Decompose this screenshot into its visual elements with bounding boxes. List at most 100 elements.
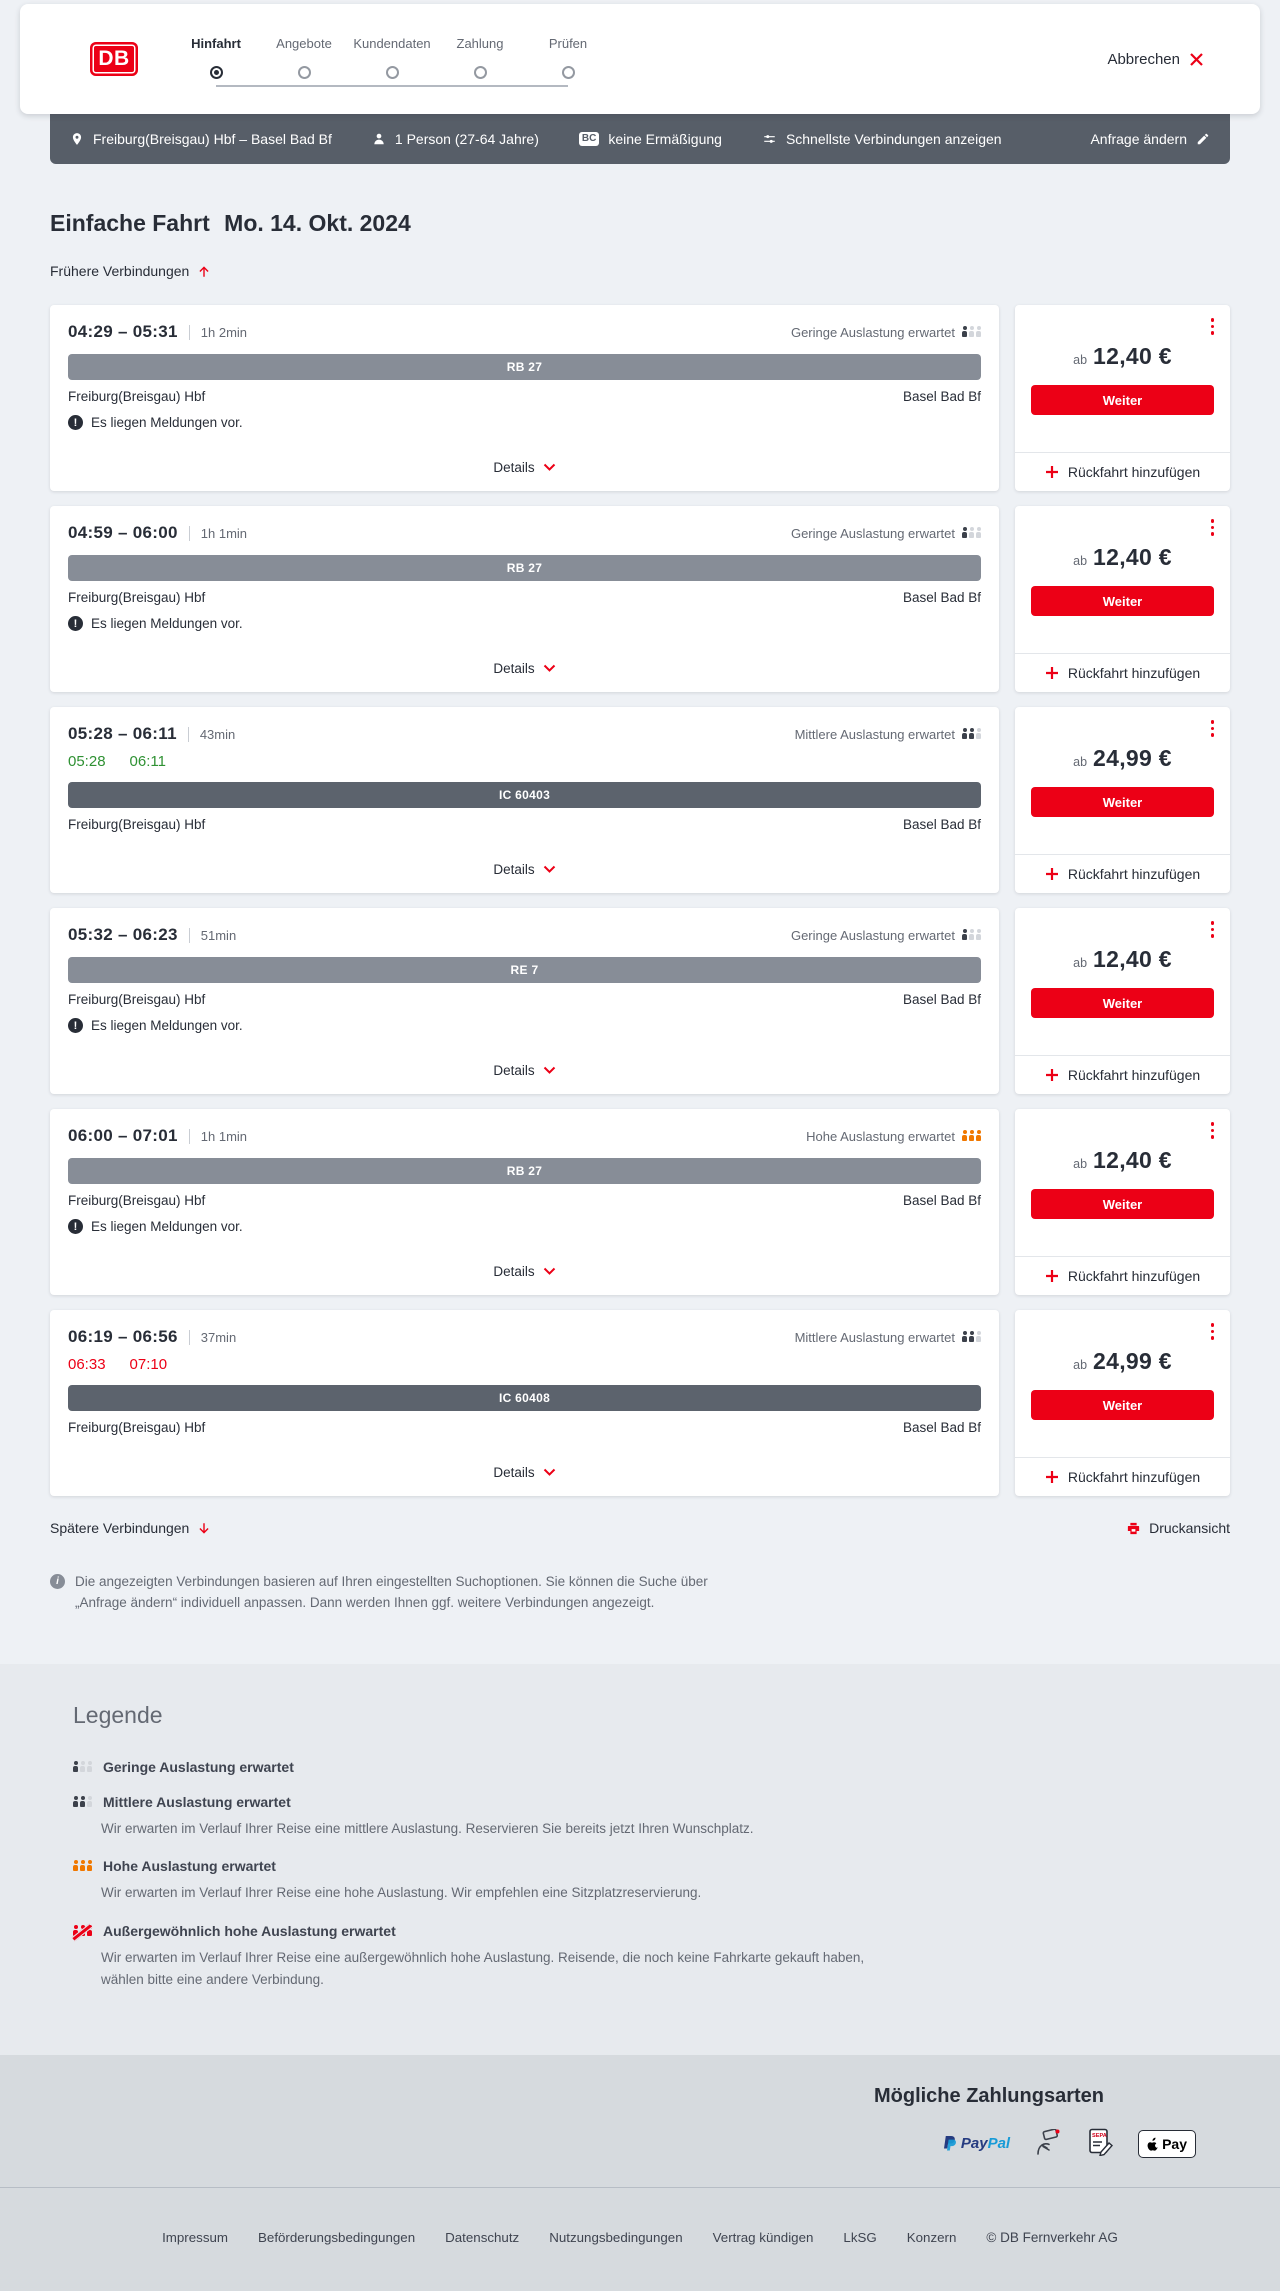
footer-link[interactable]: LkSG xyxy=(843,2230,877,2246)
legend-item-title: Hohe Auslastung erwartet xyxy=(103,1858,276,1875)
legend-item: Hohe Auslastung erwartet Wir erwarten im… xyxy=(73,1858,1230,1904)
sort-summary: Schnellste Verbindungen anzeigen xyxy=(762,131,1002,147)
chevron-down-icon xyxy=(543,664,556,673)
realtime-arrival: 06:11 xyxy=(129,753,166,770)
options-menu-button[interactable] xyxy=(1209,718,1217,739)
step-label: Prüfen xyxy=(548,36,588,51)
add-return-label: Rückfahrt hinzufügen xyxy=(1067,665,1201,681)
add-return-button[interactable]: Rückfahrt hinzufügen xyxy=(1015,854,1230,893)
footer-link[interactable]: Datenschutz xyxy=(445,2230,520,2246)
journey-row: 05:32 – 06:23 51min Geringe Auslastung e… xyxy=(50,908,1230,1094)
payment-icons: PayPal SEPA Pay xyxy=(943,2128,1196,2159)
details-button[interactable]: Details xyxy=(489,448,559,481)
earlier-connections-button[interactable]: Frühere Verbindungen xyxy=(50,263,211,279)
edit-request-button[interactable]: Anfrage ändern xyxy=(1090,131,1210,147)
options-menu-button[interactable] xyxy=(1209,919,1217,940)
occupancy: Geringe Auslastung erwartet xyxy=(791,928,981,943)
continue-button[interactable]: Weiter xyxy=(1031,988,1214,1018)
route-summary: Freiburg(Breisgau) Hbf – Basel Bad Bf xyxy=(70,131,332,147)
messages-text: Es liegen Meldungen vor. xyxy=(91,415,243,430)
print-view-button[interactable]: Druckansicht xyxy=(1126,1520,1230,1536)
journey-list: 04:29 – 05:31 1h 2min Geringe Auslastung… xyxy=(50,305,1230,1496)
progress-step[interactable]: Prüfen xyxy=(524,36,612,92)
price-value: 12,40 € xyxy=(1093,544,1172,570)
add-return-button[interactable]: Rückfahrt hinzufügen xyxy=(1015,1457,1230,1496)
price-value: 12,40 € xyxy=(1093,343,1172,369)
journey-card: 06:19 – 06:56 37min Mittlere Auslastung … xyxy=(50,1310,999,1496)
route-text: Freiburg(Breisgau) Hbf – Basel Bad Bf xyxy=(93,131,332,147)
journey-card: 04:29 – 05:31 1h 2min Geringe Auslastung… xyxy=(50,305,999,491)
progress-step[interactable]: Kundendaten xyxy=(348,36,436,92)
occupancy: Geringe Auslastung erwartet xyxy=(791,325,981,340)
details-button[interactable]: Details xyxy=(489,1051,559,1084)
progress-step[interactable]: Angebote xyxy=(260,36,348,92)
price-panel: ab 12,40 € Weiter Rückfahrt hinzufügen xyxy=(1015,908,1230,1094)
footer-link[interactable]: Konzern xyxy=(906,2230,957,2246)
journey-duration: 51min xyxy=(200,927,237,943)
sort-text: Schnellste Verbindungen anzeigen xyxy=(785,131,1002,147)
occupancy-label: Geringe Auslastung erwartet xyxy=(790,525,955,541)
price-panel: ab 24,99 € Weiter Rückfahrt hinzufügen xyxy=(1015,1310,1230,1496)
close-icon xyxy=(1189,52,1204,67)
price-prefix: ab xyxy=(1073,1358,1088,1372)
options-menu-button[interactable] xyxy=(1209,1120,1217,1141)
footer-link[interactable]: Nutzungsbedingungen xyxy=(549,2230,683,2246)
results-area: Einfache Fahrt Mo. 14. Okt. 2024 Frühere… xyxy=(50,208,1230,1614)
payment-section: Mögliche Zahlungsarten PayPal SEPA Pay xyxy=(0,2055,1280,2188)
divider xyxy=(188,927,190,943)
alert-icon xyxy=(68,616,83,631)
continue-button[interactable]: Weiter xyxy=(1031,787,1214,817)
destination-station: Basel Bad Bf xyxy=(902,992,981,1007)
step-dot-icon xyxy=(385,66,399,79)
train-line-bar: RE 7 xyxy=(68,957,981,983)
details-button[interactable]: Details xyxy=(489,649,559,682)
step-label: Angebote xyxy=(276,36,332,51)
footer-link[interactable]: Impressum xyxy=(162,2230,229,2246)
continue-button[interactable]: Weiter xyxy=(1031,1390,1214,1420)
legend-item-description: Wir erwarten im Verlauf Ihrer Reise eine… xyxy=(101,1950,865,1987)
price-panel: ab 12,40 € Weiter Rückfahrt hinzufügen xyxy=(1015,1109,1230,1295)
later-connections-button[interactable]: Spätere Verbindungen xyxy=(50,1520,211,1536)
details-label: Details xyxy=(493,460,535,475)
footer-link[interactable]: Vertrag kündigen xyxy=(712,2230,814,2246)
apple-pay-label: Pay xyxy=(1162,2135,1187,2152)
plus-icon xyxy=(1045,465,1059,479)
journey-card: 05:32 – 06:23 51min Geringe Auslastung e… xyxy=(50,908,999,1094)
add-return-button[interactable]: Rückfahrt hinzufügen xyxy=(1015,1055,1230,1094)
legend-items: Geringe Auslastung erwartet Mittlere Aus… xyxy=(73,1759,1230,1990)
details-button[interactable]: Details xyxy=(489,850,559,883)
train-label: IC 60403 xyxy=(498,788,551,802)
details-label: Details xyxy=(493,862,535,877)
divider xyxy=(187,726,189,742)
options-menu-button[interactable] xyxy=(1209,316,1217,337)
journey-times: 04:59 – 06:00 xyxy=(68,523,178,542)
continue-button[interactable]: Weiter xyxy=(1031,1189,1214,1219)
info-text: Die angezeigten Verbindungen basieren au… xyxy=(75,1574,708,1610)
print-view-label: Druckansicht xyxy=(1149,1520,1230,1536)
options-menu-button[interactable] xyxy=(1209,1321,1217,1342)
occupancy: Mittlere Auslastung erwartet xyxy=(795,727,981,742)
footer-link[interactable]: Beförderungsbedingungen xyxy=(258,2230,416,2246)
price-prefix: ab xyxy=(1073,755,1088,769)
price-value: 12,40 € xyxy=(1093,946,1172,972)
price-line: ab 12,40 € xyxy=(1073,946,1172,973)
add-return-button[interactable]: Rückfahrt hinzufügen xyxy=(1015,452,1230,491)
journey-card: 06:00 – 07:01 1h 1min Hohe Auslastung er… xyxy=(50,1109,999,1295)
continue-button[interactable]: Weiter xyxy=(1031,385,1214,415)
details-button[interactable]: Details xyxy=(489,1453,559,1486)
add-return-button[interactable]: Rückfahrt hinzufügen xyxy=(1015,653,1230,692)
realtime-row: 05:28 06:11 xyxy=(68,753,981,770)
continue-button[interactable]: Weiter xyxy=(1031,586,1214,616)
add-return-label: Rückfahrt hinzufügen xyxy=(1067,1469,1201,1485)
legend-heading: Legende xyxy=(73,1701,163,1728)
progress-step[interactable]: Hinfahrt xyxy=(172,36,260,92)
occupancy-icon xyxy=(73,1925,92,1937)
payment-heading: Mögliche Zahlungsarten xyxy=(873,2085,1104,2108)
journey-duration: 37min xyxy=(200,1329,237,1345)
progress-step[interactable]: Zahlung xyxy=(436,36,524,92)
cancel-button[interactable]: Abbrechen xyxy=(1107,51,1204,68)
details-button[interactable]: Details xyxy=(489,1252,559,1285)
step-dot-icon xyxy=(297,66,311,79)
add-return-button[interactable]: Rückfahrt hinzufügen xyxy=(1015,1256,1230,1295)
options-menu-button[interactable] xyxy=(1209,517,1217,538)
